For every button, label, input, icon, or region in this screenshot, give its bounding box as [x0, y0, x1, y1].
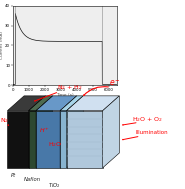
Polygon shape — [29, 96, 53, 111]
Polygon shape — [60, 111, 67, 168]
Text: H$_2$O: H$_2$O — [48, 140, 63, 149]
Text: H$^+$: H$^+$ — [39, 126, 50, 135]
Polygon shape — [60, 96, 77, 168]
Polygon shape — [60, 96, 83, 111]
Polygon shape — [36, 111, 60, 168]
X-axis label: Time (s): Time (s) — [56, 93, 74, 97]
Text: Illumination: Illumination — [135, 130, 168, 135]
Y-axis label: Current (mA): Current (mA) — [0, 31, 4, 59]
Text: N$_2$ + H$_2$: N$_2$ + H$_2$ — [57, 83, 83, 92]
Polygon shape — [29, 111, 36, 168]
Text: Nafion: Nafion — [24, 177, 41, 182]
Polygon shape — [29, 96, 45, 168]
Polygon shape — [103, 96, 119, 168]
Polygon shape — [7, 111, 29, 168]
Polygon shape — [67, 96, 119, 111]
Text: TiO$_2$: TiO$_2$ — [48, 182, 61, 189]
Text: H$_2$O + O$_2$: H$_2$O + O$_2$ — [132, 115, 164, 124]
Polygon shape — [7, 96, 45, 111]
Polygon shape — [36, 96, 53, 168]
Text: e$^-$: e$^-$ — [109, 79, 121, 88]
Polygon shape — [67, 96, 83, 168]
Text: Pt: Pt — [11, 173, 16, 178]
Polygon shape — [36, 96, 77, 111]
Text: N$_2$: N$_2$ — [0, 116, 9, 125]
Polygon shape — [67, 111, 103, 168]
